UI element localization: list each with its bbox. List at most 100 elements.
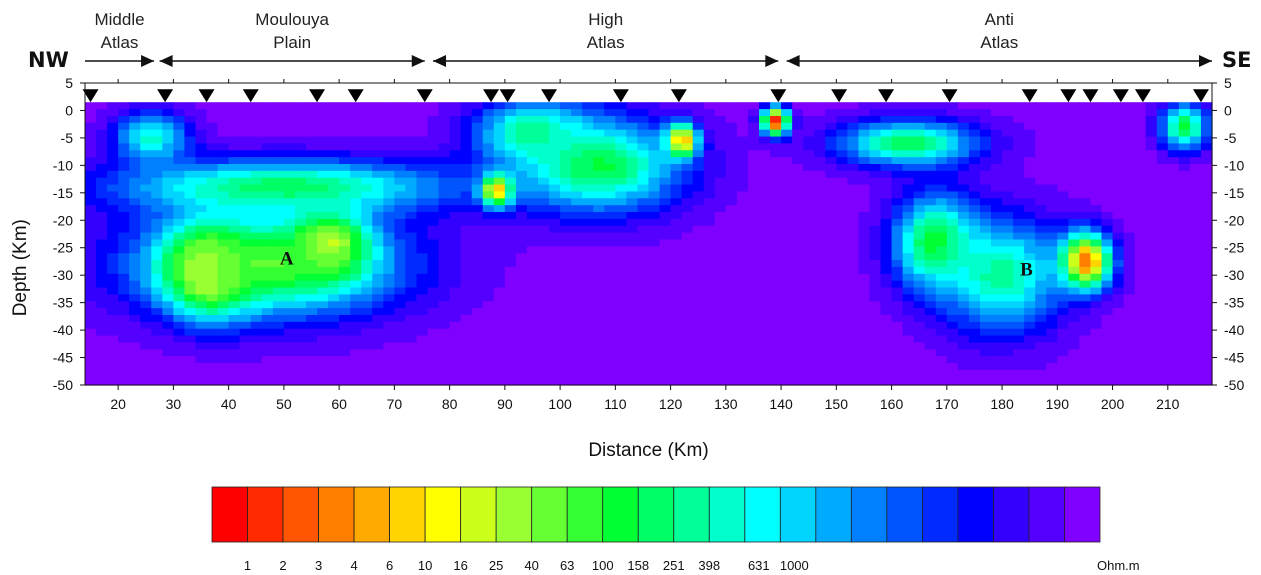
resistivity-cell bbox=[670, 321, 683, 330]
resistivity-cell bbox=[604, 280, 616, 289]
resistivity-cell bbox=[206, 109, 219, 117]
resistivity-cell bbox=[615, 205, 627, 213]
resistivity-cell bbox=[1112, 280, 1125, 289]
resistivity-cell bbox=[626, 239, 639, 247]
resistivity-cell bbox=[118, 314, 130, 323]
resistivity-cell bbox=[405, 335, 418, 344]
resistivity-cell bbox=[129, 273, 141, 282]
resistivity-cell bbox=[151, 115, 163, 124]
resistivity-cell bbox=[394, 314, 407, 323]
resistivity-cell bbox=[1189, 321, 1202, 330]
resistivity-cell bbox=[836, 122, 848, 131]
resistivity-cell bbox=[1145, 232, 1158, 241]
resistivity-cell bbox=[272, 266, 285, 275]
resistivity-cell bbox=[504, 150, 517, 158]
resistivity-cell bbox=[449, 280, 462, 289]
resistivity-cell bbox=[1145, 136, 1158, 144]
resistivity-cell bbox=[272, 170, 285, 179]
resistivity-cell bbox=[1145, 349, 1158, 357]
resistivity-cell bbox=[361, 376, 373, 385]
resistivity-cell bbox=[294, 136, 307, 144]
resistivity-cell bbox=[957, 102, 970, 110]
region-label: Middle bbox=[94, 10, 144, 29]
resistivity-cell bbox=[471, 115, 484, 124]
resistivity-cell bbox=[1057, 225, 1069, 234]
resistivity-cell bbox=[957, 198, 970, 206]
resistivity-cell bbox=[217, 232, 230, 241]
resistivity-cell bbox=[140, 349, 152, 357]
resistivity-cell bbox=[1101, 349, 1114, 357]
resistivity-cell bbox=[1024, 177, 1036, 186]
resistivity-cell bbox=[703, 115, 716, 124]
resistivity-cell bbox=[107, 321, 119, 330]
resistivity-cell bbox=[659, 301, 672, 309]
resistivity-cell bbox=[1189, 225, 1202, 234]
resistivity-cell bbox=[637, 157, 650, 165]
resistivity-cell bbox=[847, 253, 860, 261]
resistivity-cell bbox=[1101, 239, 1114, 247]
resistivity-cell bbox=[593, 266, 605, 275]
resistivity-cell bbox=[493, 136, 506, 144]
resistivity-cell bbox=[239, 308, 252, 316]
resistivity-cell bbox=[140, 314, 152, 323]
resistivity-cell bbox=[902, 363, 915, 371]
resistivity-cell bbox=[471, 184, 484, 193]
resistivity-cell bbox=[902, 342, 915, 350]
resistivity-cell bbox=[1035, 157, 1047, 165]
resistivity-cell bbox=[184, 294, 197, 302]
resistivity-cell bbox=[1035, 109, 1047, 117]
resistivity-cell bbox=[979, 308, 992, 316]
resistivity-cell bbox=[339, 342, 351, 350]
resistivity-cell bbox=[1057, 321, 1069, 330]
resistivity-cell bbox=[1046, 109, 1058, 117]
resistivity-cell bbox=[504, 102, 517, 110]
resistivity-cell bbox=[946, 328, 959, 337]
resistivity-cell bbox=[228, 301, 241, 309]
resistivity-cell bbox=[1035, 136, 1047, 144]
resistivity-cell bbox=[1057, 363, 1069, 371]
resistivity-cell bbox=[383, 363, 395, 371]
resistivity-cell bbox=[372, 232, 384, 241]
resistivity-cell bbox=[504, 122, 517, 131]
resistivity-cell bbox=[482, 376, 495, 385]
resistivity-cell bbox=[968, 115, 981, 124]
resistivity-cell bbox=[416, 376, 429, 385]
resistivity-cell bbox=[250, 273, 263, 282]
resistivity-cell bbox=[924, 280, 937, 289]
resistivity-cell bbox=[427, 335, 440, 344]
resistivity-cell bbox=[582, 129, 594, 138]
resistivity-cell bbox=[1101, 335, 1114, 344]
resistivity-cell bbox=[968, 287, 981, 295]
resistivity-cell bbox=[1079, 163, 1092, 172]
resistivity-cell bbox=[792, 184, 804, 193]
resistivity-cell bbox=[979, 102, 992, 110]
resistivity-cell bbox=[96, 129, 108, 138]
resistivity-cell bbox=[571, 212, 583, 220]
resistivity-cell bbox=[637, 301, 650, 309]
resistivity-cell bbox=[847, 287, 860, 295]
resistivity-cell bbox=[847, 184, 860, 193]
resistivity-cell bbox=[1156, 177, 1169, 186]
resistivity-cell bbox=[560, 136, 572, 144]
resistivity-cell bbox=[1035, 212, 1047, 220]
resistivity-cell bbox=[250, 369, 263, 378]
resistivity-cell bbox=[1046, 328, 1058, 337]
resistivity-cell bbox=[272, 342, 285, 350]
resistivity-cell bbox=[781, 205, 793, 213]
resistivity-cell bbox=[836, 308, 848, 316]
resistivity-cell bbox=[217, 280, 230, 289]
resistivity-cell bbox=[758, 342, 771, 350]
resistivity-cell bbox=[747, 239, 760, 247]
resistivity-cell bbox=[891, 232, 904, 241]
resistivity-cell bbox=[195, 157, 208, 165]
resistivity-cell bbox=[1134, 273, 1147, 282]
resistivity-cell bbox=[305, 239, 318, 247]
resistivity-cell bbox=[1200, 143, 1213, 151]
resistivity-cell bbox=[560, 301, 572, 309]
resistivity-cell bbox=[1134, 239, 1147, 247]
resistivity-cell bbox=[615, 246, 627, 254]
resistivity-cell bbox=[847, 301, 860, 309]
resistivity-cell bbox=[1156, 225, 1169, 234]
resistivity-cell bbox=[1068, 321, 1081, 330]
resistivity-cell bbox=[1178, 335, 1191, 344]
